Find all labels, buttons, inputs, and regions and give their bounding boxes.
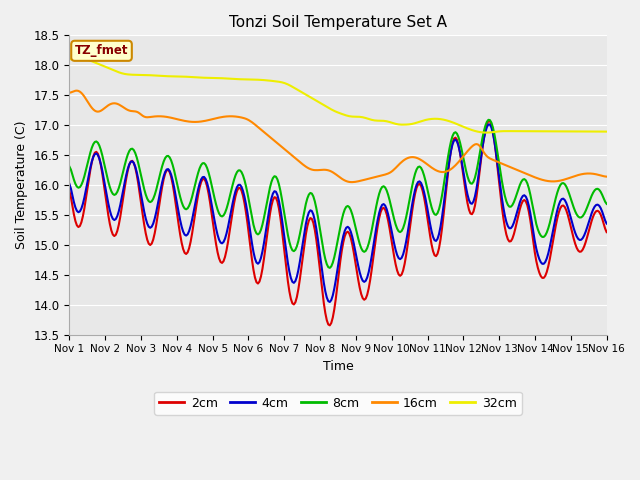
2cm	[65, 188, 73, 194]
4cm	[484, 121, 492, 127]
16cm	[254, 124, 262, 130]
8cm	[301, 208, 308, 214]
16cm	[245, 118, 253, 123]
8cm	[484, 117, 492, 123]
2cm	[244, 220, 252, 226]
16cm	[348, 179, 356, 185]
Legend: 2cm, 4cm, 8cm, 16cm, 32cm: 2cm, 4cm, 8cm, 16cm, 32cm	[154, 392, 522, 415]
2cm	[484, 118, 492, 124]
8cm	[65, 164, 73, 169]
Line: 32cm: 32cm	[69, 59, 607, 132]
32cm	[576, 129, 584, 134]
4cm	[65, 181, 73, 187]
Text: TZ_fmet: TZ_fmet	[75, 44, 128, 57]
32cm	[245, 77, 253, 83]
2cm	[131, 165, 139, 170]
8cm	[226, 195, 234, 201]
16cm	[73, 88, 81, 94]
2cm	[603, 229, 611, 235]
16cm	[576, 172, 584, 178]
Line: 16cm: 16cm	[69, 91, 607, 182]
8cm	[253, 230, 260, 236]
4cm	[301, 230, 308, 236]
4cm	[131, 164, 139, 169]
X-axis label: Time: Time	[323, 360, 353, 373]
32cm	[65, 56, 73, 62]
2cm	[253, 279, 260, 285]
32cm	[254, 77, 262, 83]
32cm	[302, 92, 310, 97]
Title: Tonzi Soil Temperature Set A: Tonzi Soil Temperature Set A	[229, 15, 447, 30]
32cm	[603, 129, 611, 134]
32cm	[483, 130, 491, 135]
Line: 4cm: 4cm	[69, 124, 607, 302]
2cm	[576, 249, 584, 255]
8cm	[576, 215, 584, 220]
16cm	[227, 113, 235, 119]
16cm	[65, 90, 73, 96]
32cm	[133, 72, 141, 78]
4cm	[253, 260, 260, 265]
2cm	[301, 242, 308, 248]
16cm	[603, 174, 611, 180]
4cm	[226, 216, 234, 222]
4cm	[244, 210, 252, 216]
2cm	[226, 229, 234, 235]
8cm	[131, 150, 139, 156]
Y-axis label: Soil Temperature (C): Soil Temperature (C)	[15, 120, 28, 249]
4cm	[603, 221, 611, 227]
Line: 2cm: 2cm	[69, 121, 607, 325]
8cm	[603, 201, 611, 207]
8cm	[326, 265, 333, 271]
4cm	[326, 299, 333, 305]
Line: 8cm: 8cm	[69, 120, 607, 268]
4cm	[576, 237, 584, 243]
8cm	[244, 191, 252, 196]
16cm	[302, 164, 310, 169]
32cm	[76, 56, 84, 62]
16cm	[133, 109, 141, 115]
2cm	[326, 323, 333, 328]
32cm	[227, 76, 235, 82]
